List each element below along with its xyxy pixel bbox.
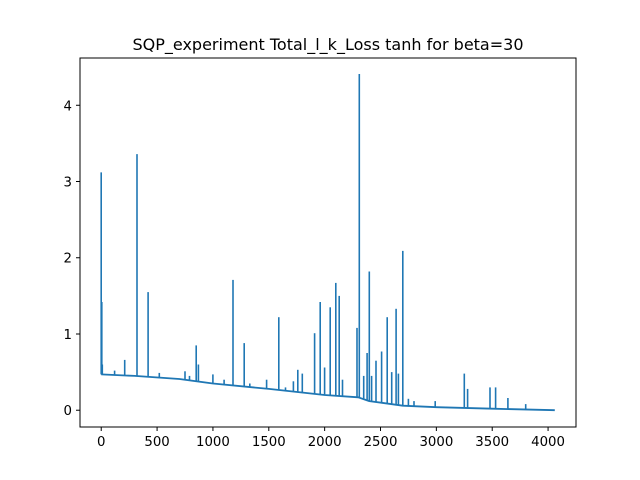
chart-title: SQP_experiment Total_l_k_Loss tanh for b… xyxy=(132,35,523,55)
axes-frame xyxy=(79,57,577,428)
plot-area xyxy=(100,74,555,412)
x-tick-label: 3500 xyxy=(475,435,509,450)
x-tick-label: 0 xyxy=(97,435,105,450)
x-tick-label: 2000 xyxy=(308,435,342,450)
x-tick-label: 3000 xyxy=(419,435,453,450)
y-tick-label: 4 xyxy=(64,99,72,114)
axis-ticks: 0 500 1000 1500 2000 2500 3000 3500 4000 0 1 2 3 4 xyxy=(64,99,565,450)
y-tick-label: 1 xyxy=(64,328,72,343)
x-tick-label: 1500 xyxy=(252,435,286,450)
series-0-line xyxy=(101,373,555,412)
y-tick-label: 2 xyxy=(64,252,72,267)
y-tick-label: 3 xyxy=(64,176,72,191)
x-tick-label: 1000 xyxy=(196,435,230,450)
y-tick-label: 0 xyxy=(64,404,72,419)
x-tick-label: 4000 xyxy=(531,435,565,450)
x-tick-label: 500 xyxy=(144,435,169,450)
x-tick-label: 2500 xyxy=(364,435,398,450)
